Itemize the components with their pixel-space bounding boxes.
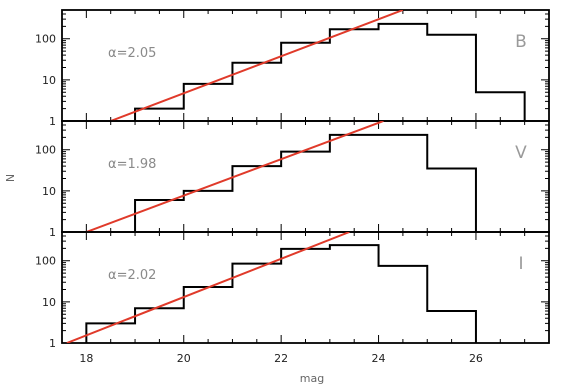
- y-tick-label: 10: [42, 185, 56, 198]
- panel-b: 1 10 100 α=2.05 B: [35, 9, 550, 128]
- alpha-label-b: α=2.05: [108, 46, 156, 61]
- fit-line-b: [110, 10, 404, 121]
- histogram-v: [134, 133, 477, 232]
- y-tick-label: 100: [35, 144, 56, 157]
- x-tick-label: 18: [79, 352, 93, 365]
- alpha-label-i: α=2.02: [108, 268, 156, 283]
- panel-i: 1 10 100 α=2.02 I: [35, 231, 550, 350]
- y-tick-label: 1: [49, 115, 56, 128]
- band-label-b: B: [515, 32, 527, 52]
- histogram-b: [134, 22, 526, 121]
- y-axis-label: N: [4, 174, 17, 182]
- y-tick-label: 1: [49, 337, 56, 350]
- fit-line-i: [66, 232, 350, 343]
- x-axis-label: mag: [300, 372, 324, 385]
- band-label-v: V: [515, 143, 527, 163]
- x-tick-label: 26: [469, 352, 483, 365]
- chart-panels: 110100α=2.05B110100α=1.98V110100α=2.02I1…: [35, 9, 550, 365]
- y-tick-label: 10: [42, 74, 56, 87]
- histogram-i: [85, 244, 477, 343]
- alpha-label-v: α=1.98: [108, 157, 156, 172]
- x-tick-label: 24: [372, 352, 386, 365]
- y-tick-label: 10: [42, 296, 56, 309]
- x-tick-label: 22: [274, 352, 288, 365]
- panel-v: 1 10 100 α=1.98 V: [35, 120, 550, 239]
- band-label-i: I: [518, 254, 523, 274]
- fit-line-v: [85, 121, 384, 232]
- y-tick-label: 1: [49, 226, 56, 239]
- y-tick-label: 100: [35, 255, 56, 268]
- y-tick-label: 100: [35, 33, 56, 46]
- x-tick-label: 20: [177, 352, 191, 365]
